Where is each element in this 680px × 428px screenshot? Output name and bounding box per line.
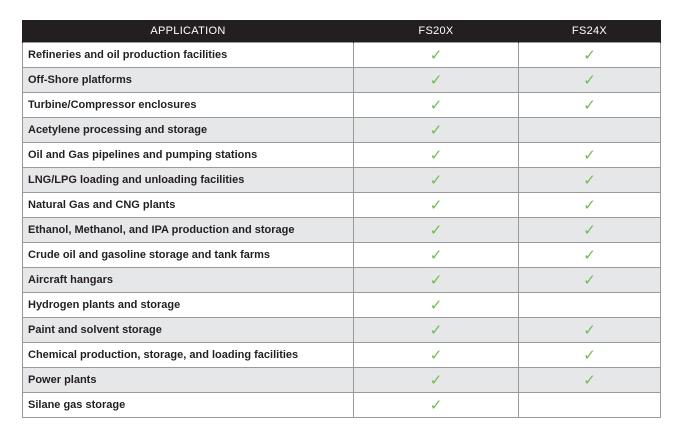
table-row: Oil and Gas pipelines and pumping statio…	[22, 142, 661, 168]
fs24x-support-cell: ✓	[518, 367, 661, 393]
application-cell: Silane gas storage	[22, 392, 354, 418]
fs24x-support-cell: ✓	[518, 67, 661, 93]
application-cell: Power plants	[22, 367, 354, 393]
application-cell: Paint and solvent storage	[22, 317, 354, 343]
check-icon: ✓	[429, 245, 443, 264]
fs24x-support-cell	[518, 392, 661, 418]
column-header-fs24x: FS24X	[518, 20, 661, 43]
fs24x-support-cell: ✓	[518, 192, 661, 218]
table-row: Paint and solvent storage ✓ ✓	[22, 317, 661, 343]
table-row: Crude oil and gasoline storage and tank …	[22, 242, 661, 268]
check-icon: ✓	[429, 195, 443, 214]
application-cell: Off-Shore platforms	[22, 67, 354, 93]
table-row: Silane gas storage ✓	[22, 392, 661, 418]
check-icon: ✓	[583, 345, 596, 364]
check-icon: ✓	[583, 370, 596, 389]
fs20x-support-cell: ✓	[353, 317, 519, 343]
application-cell: Crude oil and gasoline storage and tank …	[22, 242, 354, 268]
table-row: Ethanol, Methanol, and IPA production an…	[22, 217, 661, 243]
table-row: Turbine/Compressor enclosures ✓ ✓	[22, 92, 661, 118]
table-row: Off-Shore platforms ✓ ✓	[22, 67, 661, 93]
fs20x-support-cell: ✓	[353, 342, 519, 368]
fs20x-support-cell: ✓	[353, 92, 519, 118]
table-row: Power plants ✓ ✓	[22, 367, 661, 393]
check-icon: ✓	[583, 95, 596, 114]
check-icon: ✓	[583, 45, 596, 64]
application-cell: Turbine/Compressor enclosures	[22, 92, 354, 118]
check-icon: ✓	[429, 120, 443, 139]
check-icon: ✓	[429, 220, 443, 239]
fs24x-support-cell: ✓	[518, 217, 661, 243]
check-icon: ✓	[429, 345, 443, 364]
check-icon: ✓	[583, 145, 596, 164]
fs24x-support-cell	[518, 117, 661, 143]
fs24x-support-cell: ✓	[518, 317, 661, 343]
fs20x-support-cell: ✓	[353, 142, 519, 168]
check-icon: ✓	[429, 295, 443, 314]
check-icon: ✓	[429, 270, 443, 289]
check-icon: ✓	[583, 70, 596, 89]
check-icon: ✓	[429, 320, 443, 339]
application-cell: Hydrogen plants and storage	[22, 292, 354, 318]
check-icon: ✓	[583, 320, 596, 339]
fs20x-support-cell: ✓	[353, 167, 519, 193]
check-icon: ✓	[429, 145, 443, 164]
fs20x-support-cell: ✓	[353, 117, 519, 143]
column-header-fs20x: FS20X	[353, 20, 519, 43]
check-icon: ✓	[429, 370, 443, 389]
fs24x-support-cell: ✓	[518, 267, 661, 293]
fs24x-support-cell	[518, 292, 661, 318]
check-icon: ✓	[429, 170, 443, 189]
check-icon: ✓	[583, 195, 596, 214]
fs20x-support-cell: ✓	[353, 367, 519, 393]
fs24x-support-cell: ✓	[518, 92, 661, 118]
check-icon: ✓	[583, 270, 596, 289]
check-icon: ✓	[583, 245, 596, 264]
table-row: Hydrogen plants and storage ✓	[22, 292, 661, 318]
fs20x-support-cell: ✓	[353, 242, 519, 268]
table-row: Chemical production, storage, and loadin…	[22, 342, 661, 368]
compatibility-table: APPLICATION FS20X FS24X Refineries and o…	[22, 20, 661, 418]
application-cell: Chemical production, storage, and loadin…	[22, 342, 354, 368]
application-cell: Natural Gas and CNG plants	[22, 192, 354, 218]
fs20x-support-cell: ✓	[353, 67, 519, 93]
fs24x-support-cell: ✓	[518, 42, 661, 68]
fs20x-support-cell: ✓	[353, 42, 519, 68]
application-cell: LNG/LPG loading and unloading facilities	[22, 167, 354, 193]
fs24x-support-cell: ✓	[518, 342, 661, 368]
fs20x-support-cell: ✓	[353, 192, 519, 218]
table-body: Refineries and oil production facilities…	[22, 42, 661, 418]
fs24x-support-cell: ✓	[518, 167, 661, 193]
table-row: Aircraft hangars ✓ ✓	[22, 267, 661, 293]
application-cell: Aircraft hangars	[22, 267, 354, 293]
fs20x-support-cell: ✓	[353, 292, 519, 318]
table-row: Acetylene processing and storage ✓	[22, 117, 661, 143]
check-icon: ✓	[583, 170, 596, 189]
table-header-row: APPLICATION FS20X FS24X	[22, 20, 661, 43]
check-icon: ✓	[429, 395, 443, 414]
fs20x-support-cell: ✓	[353, 267, 519, 293]
fs24x-support-cell: ✓	[518, 242, 661, 268]
fs24x-support-cell: ✓	[518, 142, 661, 168]
table-row: Refineries and oil production facilities…	[22, 42, 661, 68]
check-icon: ✓	[429, 95, 443, 114]
check-icon: ✓	[583, 220, 596, 239]
table-row: LNG/LPG loading and unloading facilities…	[22, 167, 661, 193]
fs20x-support-cell: ✓	[353, 392, 519, 418]
application-cell: Ethanol, Methanol, and IPA production an…	[22, 217, 354, 243]
column-header-application: APPLICATION	[22, 20, 354, 43]
application-cell: Refineries and oil production facilities	[22, 42, 354, 68]
check-icon: ✓	[429, 70, 443, 89]
check-icon: ✓	[429, 45, 443, 64]
application-cell: Oil and Gas pipelines and pumping statio…	[22, 142, 354, 168]
fs20x-support-cell: ✓	[353, 217, 519, 243]
application-cell: Acetylene processing and storage	[22, 117, 354, 143]
table-row: Natural Gas and CNG plants ✓ ✓	[22, 192, 661, 218]
